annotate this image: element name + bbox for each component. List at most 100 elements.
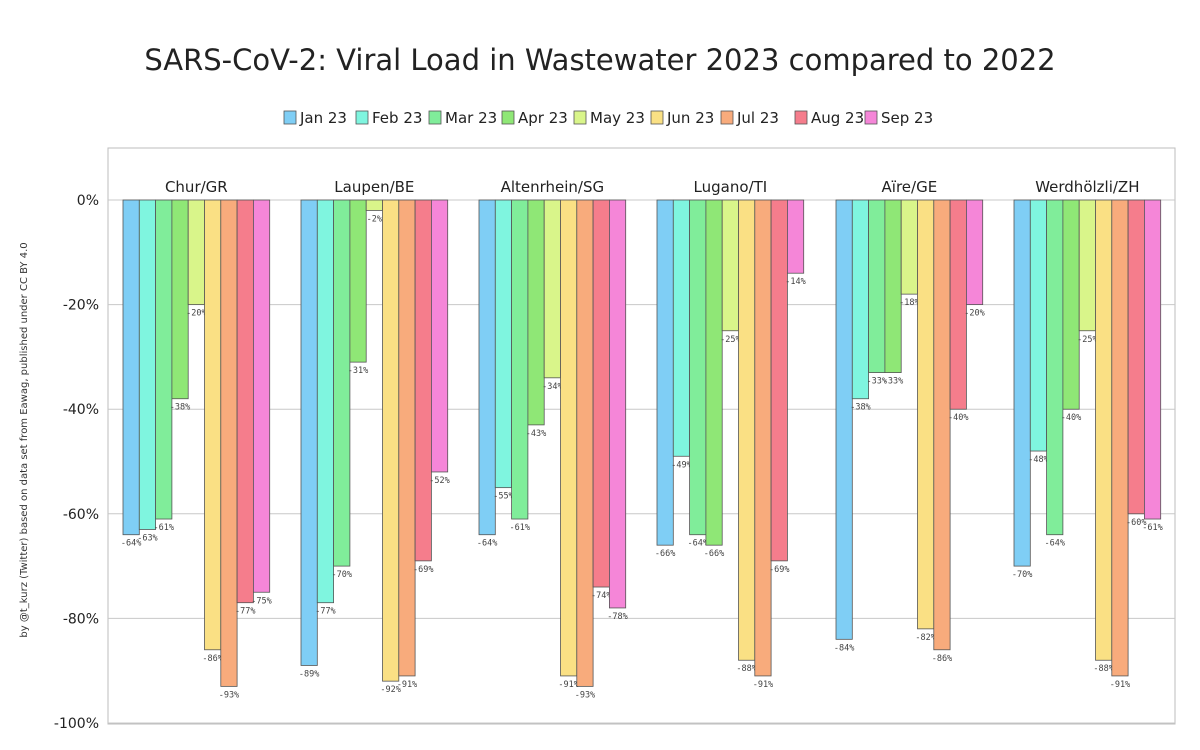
bar: [705, 199, 723, 546]
data-label: -55%: [493, 492, 513, 502]
data-label: -88%: [1093, 664, 1113, 674]
plot-area: 0%-20%-40%-60%-80%-100%Chur/GR-64%-63%-6…: [54, 147, 1176, 732]
data-label: -66%: [704, 549, 724, 559]
bar: [1095, 199, 1113, 661]
data-label: -18%: [899, 298, 919, 308]
data-label: -91%: [397, 680, 417, 690]
data-label: -14%: [785, 277, 805, 287]
legend-swatch: [428, 110, 442, 125]
bar: [1127, 199, 1145, 515]
data-label: -64%: [1045, 539, 1065, 549]
bar: [171, 199, 189, 400]
y-tick-label: -60%: [63, 507, 99, 523]
bar: [738, 199, 756, 661]
bar: [414, 199, 432, 562]
data-label: -20%: [964, 309, 984, 319]
bar: [770, 199, 788, 562]
bar: [1062, 199, 1080, 410]
bar: [365, 199, 383, 211]
chart-title: SARS-CoV-2: Viral Load in Wastewater 202…: [144, 43, 1055, 77]
bar: [155, 199, 173, 520]
legend-swatch: [283, 110, 297, 125]
legend-label: Jan 23: [299, 109, 347, 127]
data-label: -49%: [671, 460, 691, 470]
bar: [236, 199, 254, 604]
legend-label: Mar 23: [445, 109, 497, 127]
bar: [300, 199, 318, 666]
y-tick-label: 0%: [77, 193, 99, 209]
legend-label: Aug 23: [811, 109, 864, 127]
bar: [966, 199, 984, 305]
bar: [349, 199, 367, 363]
legend-swatch: [650, 110, 664, 125]
facet-label: Laupen/BE: [334, 178, 414, 196]
bar: [949, 199, 967, 410]
data-label: -66%: [655, 549, 675, 559]
legend-swatch: [720, 110, 734, 125]
data-label: -93%: [575, 690, 595, 700]
data-label: -38%: [170, 403, 190, 413]
y-tick-label: -40%: [63, 402, 99, 418]
data-label: -77%: [315, 607, 335, 617]
data-label: -38%: [850, 403, 870, 413]
bar: [933, 199, 951, 651]
data-label: -91%: [558, 680, 578, 690]
bar: [478, 199, 496, 536]
bar: [754, 199, 772, 677]
data-label: -25%: [720, 335, 740, 345]
data-label: -60%: [1126, 518, 1146, 528]
data-label: -70%: [332, 570, 352, 580]
data-label: -40%: [948, 413, 968, 423]
data-label: -52%: [429, 476, 449, 486]
bar: [656, 199, 674, 546]
legend-label: Jul 23: [736, 109, 779, 127]
bar: [689, 199, 707, 536]
data-label: -40%: [1061, 413, 1081, 423]
data-label: -43%: [526, 429, 546, 439]
bar: [494, 199, 512, 489]
bar: [1029, 199, 1048, 452]
data-label: -91%: [1110, 680, 1130, 690]
bar: [851, 199, 869, 400]
data-label: -61%: [154, 523, 174, 533]
data-label: -33%: [867, 377, 887, 387]
data-label: -92%: [380, 685, 400, 695]
data-label: -91%: [753, 680, 773, 690]
bar: [122, 199, 140, 536]
data-label: -82%: [915, 633, 935, 643]
legend-swatch: [573, 110, 587, 125]
data-label: -2%: [367, 214, 382, 224]
legend-label: Sep 23: [881, 109, 933, 127]
bar: [543, 199, 561, 379]
bar: [187, 199, 205, 305]
data-label: -31%: [348, 366, 368, 376]
facet-label: Werdhölzli/ZH: [1035, 178, 1139, 196]
facet-label: Aïre/GE: [882, 178, 938, 196]
data-label: -69%: [769, 565, 789, 575]
data-label: -77%: [235, 607, 255, 617]
bar: [1111, 199, 1129, 677]
data-label: -74%: [591, 591, 611, 601]
bar: [672, 199, 690, 457]
plot-border: [107, 147, 1176, 725]
bar: [1046, 199, 1064, 536]
bar: [835, 199, 853, 640]
data-label: -63%: [137, 533, 157, 543]
data-label: -86%: [932, 654, 952, 664]
bar: [721, 199, 739, 332]
y-tick-label: -80%: [63, 611, 99, 627]
data-label: -64%: [477, 539, 497, 549]
bar: [430, 199, 449, 473]
data-label: -88%: [736, 664, 756, 674]
data-label: -34%: [542, 382, 562, 392]
bar: [592, 199, 610, 588]
data-label: -61%: [510, 523, 530, 533]
bar: [576, 199, 594, 687]
bar: [884, 199, 902, 373]
facet-label: Chur/GR: [165, 178, 228, 196]
data-label: -48%: [1028, 455, 1048, 465]
bar: [138, 199, 157, 530]
legend-label: Feb 23: [372, 109, 422, 127]
legend-swatch: [794, 110, 808, 125]
